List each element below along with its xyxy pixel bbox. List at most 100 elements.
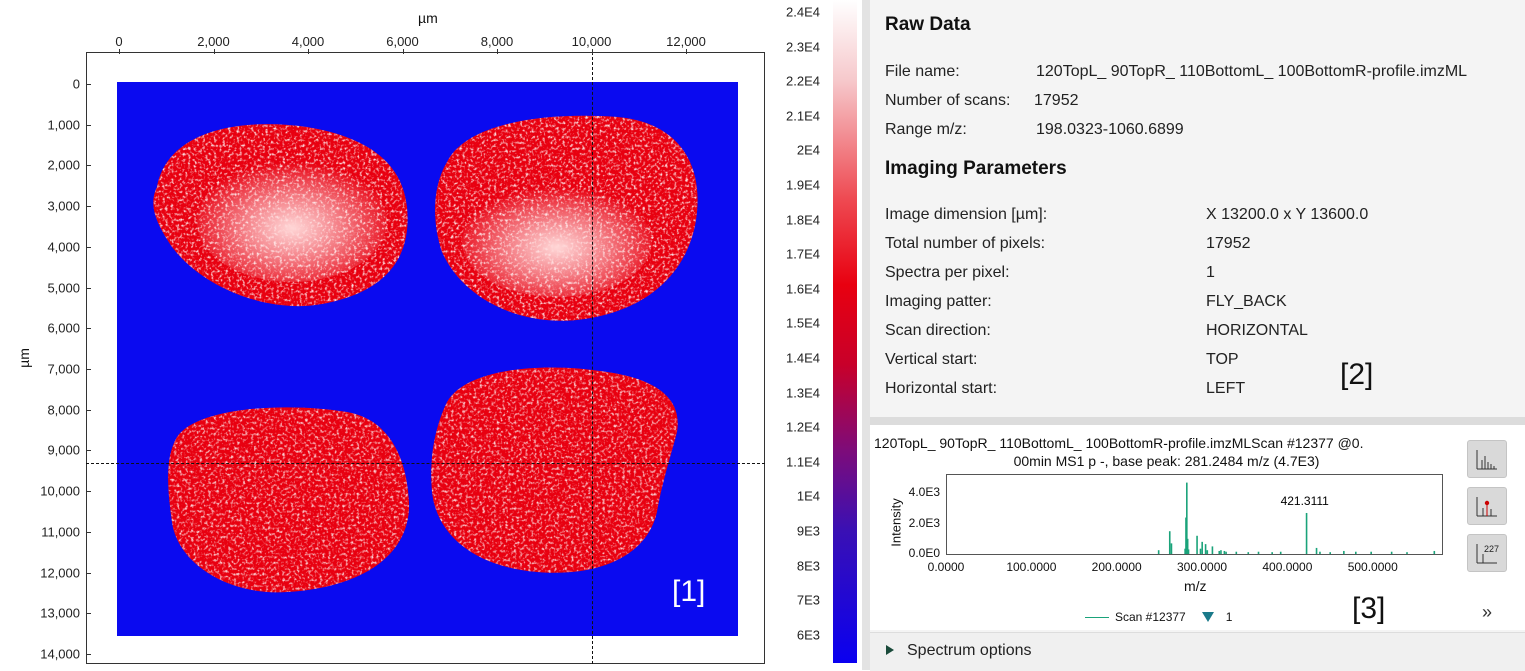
spectrum-x-tick: 100.0000 bbox=[1006, 560, 1057, 574]
imaging-parameters-title: Imaging Parameters bbox=[885, 158, 1067, 179]
spectrum-bars-button[interactable] bbox=[1467, 440, 1507, 478]
info-value: 120TopL_ 90TopR_ 110BottomL_ 100BottomR-… bbox=[1036, 63, 1468, 80]
colorbar-tick-label: 1.9E4 bbox=[786, 177, 820, 193]
info-key: Imaging patter: bbox=[885, 293, 992, 310]
info-key: Range m/z: bbox=[885, 121, 967, 138]
info-value: HORIZONTAL bbox=[1206, 322, 1308, 339]
y-tick-mark bbox=[86, 572, 91, 574]
y-tick-mark bbox=[86, 369, 91, 371]
colorbar-tick-label: 1E4 bbox=[796, 488, 820, 504]
colorbar-tick-label: 2.2E4 bbox=[786, 73, 820, 89]
colorbar-tick-label: 6E3 bbox=[796, 627, 820, 643]
y-tick-mark bbox=[86, 450, 91, 452]
x-tick-label: 12,000 bbox=[666, 34, 706, 49]
spectrum-options-bar[interactable]: Spectrum options bbox=[870, 632, 1525, 671]
svg-text:227: 227 bbox=[1484, 544, 1499, 554]
colorbar-tick-label: 1.6E4 bbox=[786, 281, 820, 297]
info-key: Number of scans: bbox=[885, 92, 1011, 109]
y-tick-mark bbox=[86, 287, 91, 289]
y-tick-mark bbox=[86, 246, 91, 248]
colorbar-tick-label: 1.5E4 bbox=[786, 315, 820, 331]
spectrum-svg: 421.3111 bbox=[1157, 482, 1436, 554]
crosshair-horizontal[interactable] bbox=[86, 462, 765, 464]
y-tick-mark bbox=[86, 654, 91, 656]
info-key: File name: bbox=[885, 63, 960, 80]
y-tick-mark bbox=[86, 409, 91, 411]
spectrum-x-tick: 400.0000 bbox=[1262, 560, 1313, 574]
tissue-bottom-right bbox=[431, 367, 678, 573]
info-panel-tag: [2] bbox=[1340, 358, 1374, 391]
x-tick-label: 0 bbox=[115, 34, 123, 49]
spectrum-y-tick: 0.0E0 bbox=[908, 546, 940, 560]
x-tick-mark bbox=[686, 49, 687, 54]
spectrum-header-line1: 120TopL_ 90TopR_ 110BottomL_ 100BottomR-… bbox=[874, 435, 1364, 451]
spectrum-x-tick: 200.0000 bbox=[1091, 560, 1142, 574]
spectrum-panel-tag: [3] bbox=[1352, 592, 1386, 625]
colorbar-tick-label: 8E3 bbox=[796, 558, 820, 574]
annotation-button[interactable]: 227 bbox=[1467, 534, 1507, 572]
intensity-colorbar bbox=[833, 0, 857, 663]
colorbar-tick-label: 2.1E4 bbox=[786, 108, 820, 124]
spectrum-plot[interactable]: 421.3111 bbox=[946, 474, 1443, 555]
info-value: 17952 bbox=[1034, 92, 1079, 109]
y-tick-label: 9,000 bbox=[47, 442, 80, 458]
y-tick-mark bbox=[86, 328, 91, 330]
info-value: 1 bbox=[1206, 264, 1215, 281]
x-tick-mark bbox=[213, 49, 215, 54]
spectrum-xlabel: m/z bbox=[1184, 578, 1207, 594]
x-tick-label: 2,000 bbox=[197, 34, 230, 49]
y-tick-label: 12,000 bbox=[40, 565, 80, 581]
info-value: X 13200.0 x Y 13600.0 bbox=[1206, 206, 1369, 223]
y-tick-mark bbox=[86, 491, 91, 493]
colorbar-tick-label: 1.4E4 bbox=[786, 350, 820, 366]
panel-splitter[interactable] bbox=[862, 0, 870, 670]
colorbar-tick-label: 2.4E4 bbox=[786, 4, 820, 20]
colorbar-tick-label: 9E3 bbox=[796, 523, 820, 539]
colorbar-tick-label: 1.3E4 bbox=[786, 385, 820, 401]
numeric-label-icon: 227 bbox=[1476, 544, 1499, 564]
info-value: LEFT bbox=[1206, 380, 1246, 397]
y-tick-label: 7,000 bbox=[47, 361, 80, 377]
crosshair-vertical[interactable] bbox=[591, 52, 593, 664]
y-tick-label: 2,000 bbox=[47, 157, 80, 173]
y-tick-mark bbox=[86, 206, 91, 208]
bar-spectrum-icon bbox=[1476, 450, 1497, 470]
x-axis-title: µm bbox=[418, 10, 438, 26]
y-tick-label: 11,000 bbox=[41, 524, 80, 540]
peak-annotation: 421.3111 bbox=[1281, 494, 1330, 508]
y-tick-label: 5,000 bbox=[47, 280, 80, 296]
x-tick-mark bbox=[591, 49, 593, 54]
y-tick-mark bbox=[86, 531, 91, 533]
more-tools-button[interactable]: » bbox=[1482, 602, 1493, 622]
ion-image-heatmap[interactable] bbox=[117, 82, 738, 636]
section-splitter[interactable] bbox=[870, 417, 1525, 425]
tissue-top-right bbox=[435, 115, 698, 321]
x-tick-label: 10,000 bbox=[571, 34, 612, 49]
y-tick-label: 10,000 bbox=[40, 483, 80, 499]
legend-marker-label: 1 bbox=[1225, 610, 1233, 624]
spectrum-x-tick: 0.0000 bbox=[927, 560, 965, 574]
colorbar-tick-label: 2E4 bbox=[796, 142, 820, 158]
x-tick-mark bbox=[308, 49, 309, 54]
y-tick-mark bbox=[86, 613, 91, 615]
y-tick-label: 8,000 bbox=[47, 402, 80, 418]
expand-triangle-icon[interactable] bbox=[886, 645, 894, 655]
x-tick-label: 4,000 bbox=[291, 34, 325, 49]
y-tick-label: 13,000 bbox=[40, 605, 80, 621]
peak-highlight-icon bbox=[1476, 497, 1497, 517]
info-key: Scan direction: bbox=[885, 322, 991, 339]
y-tick-mark bbox=[86, 84, 91, 85]
peak-labels-button[interactable] bbox=[1467, 487, 1507, 525]
x-tick-label: 8,000 bbox=[480, 34, 514, 49]
image-panel-tag: [1] bbox=[672, 575, 706, 608]
y-tick-mark bbox=[86, 124, 91, 126]
legend-marker-icon bbox=[1201, 612, 1214, 622]
y-tick-label: 0 bbox=[72, 76, 80, 92]
spectrum-options-label[interactable]: Spectrum options bbox=[907, 642, 1032, 659]
info-value: TOP bbox=[1206, 351, 1239, 368]
spectrum-y-tick: 2.0E3 bbox=[908, 515, 940, 530]
legend-scan-label: Scan #12377 bbox=[1115, 610, 1186, 624]
ion-image-svg bbox=[153, 115, 698, 593]
info-key: Image dimension [µm]: bbox=[885, 206, 1048, 223]
y-tick-label: 14,000 bbox=[40, 646, 80, 662]
